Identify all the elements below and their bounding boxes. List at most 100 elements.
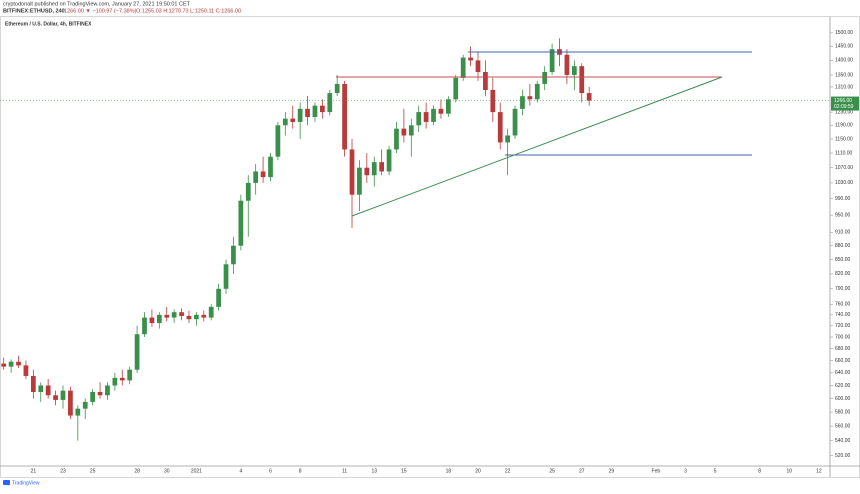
- last-price-label: 1266.00: [834, 98, 852, 104]
- candle-body: [394, 128, 399, 150]
- candle-body: [483, 71, 488, 90]
- logo-icon: [3, 480, 10, 485]
- y-tick-label: 660.00: [835, 358, 851, 364]
- candle-body: [45, 385, 51, 396]
- y-tick-label: 950.00: [835, 213, 851, 219]
- candle-body: [260, 171, 266, 178]
- candle-body: [520, 96, 525, 109]
- x-tick-label: 8: [758, 468, 761, 474]
- ohlc: O:1255.03 H:1270.73 L:1250.11 C:1266.00: [136, 8, 241, 14]
- y-tick-label: 540.00: [835, 438, 851, 444]
- candle-body: [305, 108, 310, 117]
- candle-body: [194, 314, 199, 320]
- y-tick-label: 850.00: [835, 257, 851, 263]
- candle-body: [253, 171, 259, 183]
- candle-body: [445, 99, 451, 114]
- y-tick-label: 1190.00: [835, 123, 853, 129]
- x-tick-label: 11: [342, 468, 347, 474]
- candle-body: [60, 390, 66, 400]
- y-tick-label: 760.00: [835, 302, 851, 308]
- candle-body: [527, 96, 533, 100]
- x-tick-label: 2021: [191, 468, 202, 474]
- logo-text: TradingView: [12, 480, 40, 486]
- candle-body: [216, 288, 221, 307]
- y-tick-label: 1350.00: [835, 72, 853, 78]
- candle-body: [460, 57, 466, 78]
- candle-body: [38, 385, 44, 392]
- change: 1266.00 ▼ −100.97 (−7.38%): [64, 8, 137, 14]
- x-tick-label: 13: [371, 468, 377, 474]
- y-tick-label: 580.00: [835, 409, 851, 415]
- candle-body: [127, 369, 133, 381]
- candle-body: [23, 365, 29, 376]
- candle-body: [142, 317, 147, 335]
- candle-body: [579, 66, 585, 94]
- candle-body: [164, 314, 170, 318]
- x-tick-label: 28: [134, 468, 140, 474]
- y-tick-label: 1500.00: [835, 30, 853, 36]
- y-tick-label: 990.00: [835, 196, 851, 202]
- x-tick-label: 6: [269, 468, 272, 474]
- candle-body: [208, 306, 214, 318]
- candle-body: [297, 108, 303, 122]
- candle-body: [586, 93, 592, 101]
- candle-body: [512, 108, 518, 136]
- candle-body: [312, 105, 318, 117]
- y-tick-label: 1070.00: [835, 165, 853, 171]
- candle-body: [90, 391, 96, 402]
- y-tick-label: 820.00: [835, 271, 851, 277]
- plot: [1, 38, 592, 441]
- candle-body: [475, 60, 481, 72]
- candle-body: [497, 112, 503, 143]
- x-tick-label: 27: [579, 468, 585, 474]
- y-tick-label: 720.00: [835, 323, 851, 329]
- candle-body: [438, 108, 444, 114]
- y-tick-label: 910.00: [835, 230, 851, 236]
- y-tick-label: 700.00: [835, 334, 851, 340]
- x-tick-label: 25: [549, 468, 555, 474]
- x-tick-label: 15: [401, 468, 407, 474]
- x-tick-label: 12: [816, 468, 822, 474]
- publisher-line: cryptodonalt published on TradingView.co…: [3, 1, 191, 7]
- candle-body: [505, 135, 511, 143]
- x-tick-label: 21: [31, 468, 37, 474]
- candle-body: [223, 264, 229, 289]
- y-tick-label: 640.00: [835, 370, 851, 376]
- candle-body: [534, 83, 540, 100]
- candle-body: [416, 112, 422, 126]
- logo: TradingView: [3, 480, 40, 486]
- candle-body: [334, 83, 340, 94]
- candle-body: [364, 167, 370, 176]
- candle-body: [16, 361, 21, 366]
- x-tick-label: 20: [475, 468, 481, 474]
- candle-body: [564, 54, 570, 75]
- y-tick-label: 600.00: [835, 396, 851, 402]
- x-tick-label: 30: [164, 468, 170, 474]
- candle-body: [268, 156, 273, 178]
- y-tick-label: 680.00: [835, 346, 851, 352]
- candle-body: [119, 377, 125, 381]
- candle-body: [357, 167, 362, 195]
- candle-body: [112, 377, 118, 386]
- candle-body: [156, 314, 162, 324]
- symbol: BITFINEX:ETHUSD, 240: [3, 8, 65, 14]
- candle-body: [319, 105, 325, 113]
- y-tick-label: 520.00: [835, 453, 851, 459]
- candle-body: [245, 182, 251, 201]
- y-tick-label: 790.00: [835, 286, 851, 292]
- candle-body: [349, 149, 355, 195]
- y-tick-label: 880.00: [835, 243, 851, 249]
- candle-body: [282, 118, 288, 126]
- candle-body: [290, 118, 296, 122]
- candle-body: [549, 49, 555, 72]
- candle-body: [82, 401, 88, 409]
- candle-body: [30, 375, 36, 392]
- candle-body: [453, 77, 459, 100]
- x-tick-label: 25: [90, 468, 96, 474]
- candle-body: [238, 200, 244, 246]
- candle-body: [149, 317, 155, 324]
- countdown: 02:09:59: [834, 104, 854, 110]
- candle-body: [571, 66, 577, 75]
